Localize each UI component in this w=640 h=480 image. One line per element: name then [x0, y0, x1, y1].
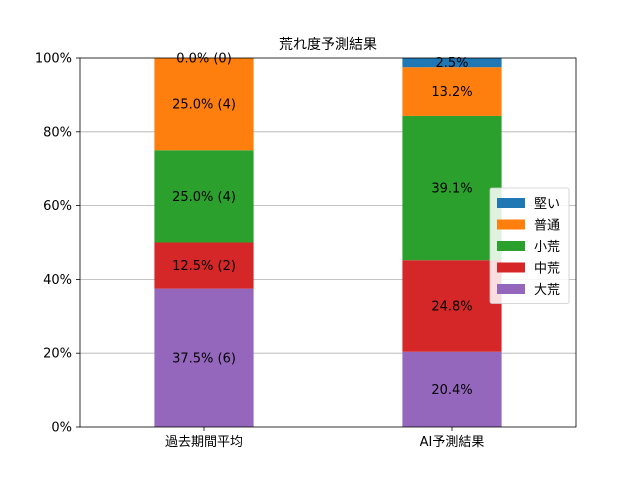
- bar-segment: [402, 351, 502, 427]
- bar-segment: [154, 288, 254, 427]
- data-label: 12.5% (2): [172, 259, 236, 274]
- legend-swatch: [497, 198, 525, 208]
- legend-swatch: [497, 241, 525, 251]
- bar-segment: [154, 242, 254, 289]
- plot-frame: [79, 57, 577, 428]
- bars-layer: [154, 58, 502, 427]
- data-label: 2.5%: [435, 56, 468, 71]
- data-label: 25.0% (4): [172, 190, 236, 205]
- y-tick-label: 60%: [43, 199, 72, 214]
- data-label: 0.0% (0): [176, 52, 232, 67]
- bar-segment: [402, 260, 502, 352]
- legend-swatch: [497, 262, 525, 273]
- legend-label: 堅い: [534, 197, 560, 212]
- legend-swatch: [497, 219, 525, 230]
- bar-segment: [154, 150, 254, 243]
- legend-label: 普通: [534, 219, 560, 234]
- data-label: 37.5% (6): [172, 351, 236, 366]
- chart-title: 荒れ度予測結果: [279, 37, 377, 53]
- x-tick-label: 過去期間平均: [165, 435, 243, 450]
- data-label: 20.4%: [431, 383, 472, 398]
- legend-label: 中荒: [534, 262, 560, 277]
- legend-box: [489, 187, 570, 304]
- y-tick-label: 20%: [43, 347, 72, 362]
- legend-label: 小荒: [534, 240, 560, 255]
- bar-segment: [402, 58, 502, 68]
- y-tick-label: 80%: [43, 125, 72, 140]
- data-label: 24.8%: [431, 299, 472, 314]
- legend-label: 大荒: [534, 283, 560, 298]
- bar-segment: [154, 58, 254, 151]
- bar-segment: [402, 115, 502, 261]
- y-tick-label: 0%: [51, 421, 72, 436]
- bar-segment: [402, 67, 502, 116]
- bar-labels-layer: 37.5% (6) 12.5% (2) 25.0% (4) 25.0% (4) 0.0%…: [172, 52, 473, 398]
- x-tick-label: AI予測結果: [420, 435, 485, 450]
- data-label: 39.1%: [431, 182, 472, 197]
- data-label: 25.0% (4): [172, 98, 236, 113]
- y-tick-label: 100%: [35, 52, 72, 67]
- y-tick-label: 40%: [43, 273, 72, 288]
- axes-layer: 0% 20% 40% 60% 80% 100% 過去期間平均 AI予測結果: [35, 52, 577, 450]
- data-label: 13.2%: [431, 85, 472, 100]
- legend-swatch: [497, 284, 525, 294]
